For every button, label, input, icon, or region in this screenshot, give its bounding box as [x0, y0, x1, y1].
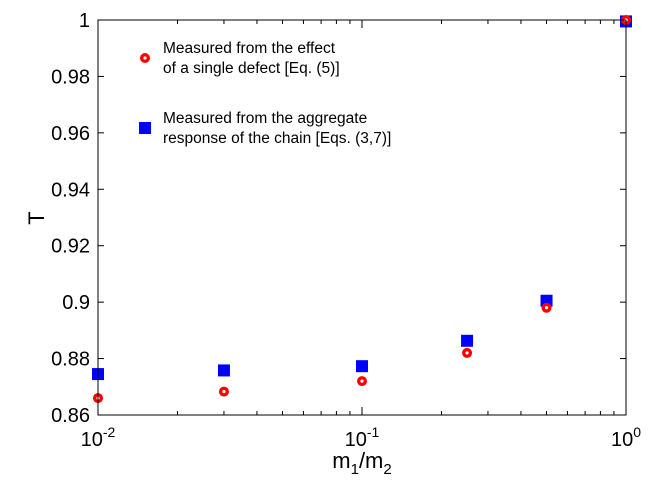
- plot-frame: [97, 19, 627, 416]
- square-marker: [356, 360, 368, 373]
- circle-marker-center: [222, 389, 226, 394]
- square-marker: [461, 334, 474, 347]
- y-tick-label: 0.88: [51, 349, 90, 371]
- y-axis-label: T: [24, 211, 49, 224]
- legend-label: Measured from the effect: [163, 40, 336, 57]
- circle-marker-center: [360, 379, 364, 383]
- y-tick-label: 0.92: [51, 236, 90, 258]
- y-tick-label: 0.96: [51, 123, 90, 145]
- x-tick-label: 10-2: [81, 424, 116, 451]
- x-axis-label: m1/m2: [332, 448, 391, 478]
- legend-marker-center: [143, 56, 147, 60]
- legend: Measured from the effect of a single defe…: [139, 40, 391, 147]
- y-tick-label: 0.86: [51, 405, 90, 427]
- y-tick-label: 0.98: [51, 66, 90, 88]
- circle-marker-center: [465, 351, 469, 355]
- square-marker: [217, 364, 230, 377]
- y-tick-label: 0.94: [51, 179, 90, 201]
- legend-marker: [139, 122, 151, 134]
- y-tick-label: 0.9: [62, 292, 90, 314]
- circle-marker-center: [544, 306, 549, 310]
- square-marker: [540, 294, 553, 307]
- tick-labels: 0.86 0.88 0.9 0.92 0.94 0.96 0.98 1 10-2 10-1 100: [51, 10, 641, 451]
- legend-label: of a single defect [Eq. (5)]: [163, 60, 340, 77]
- y-tick-label: 1: [79, 10, 90, 32]
- legend-label: response of the chain [Eqs. (3,7)]: [163, 130, 391, 147]
- x-tick-label: 10-1: [345, 424, 380, 451]
- x-tick-label: 100: [611, 424, 641, 451]
- legend-label: Measured from the aggregate: [163, 110, 367, 127]
